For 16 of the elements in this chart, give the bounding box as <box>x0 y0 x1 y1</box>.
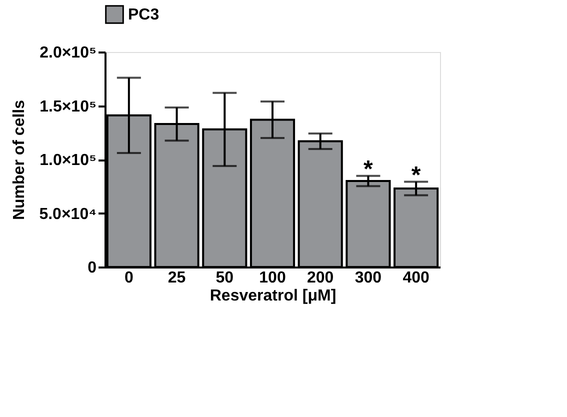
y-tick-label: 5.0×10⁴ <box>39 206 97 223</box>
x-axis-title: Resveratrol [μM] <box>210 288 336 304</box>
x-tick-label: 0 <box>124 270 134 286</box>
x-tick-label: 300 <box>354 270 382 286</box>
y-tick-label: 1.5×10⁵ <box>40 98 96 116</box>
annotation: * <box>364 156 374 183</box>
annotation: * <box>411 162 422 190</box>
x-tick-label: 200 <box>307 270 334 286</box>
y-tick-label: 1.0×10⁵ <box>40 152 96 169</box>
x-tick-label: 25 <box>168 270 186 286</box>
legend-label: PC3 <box>128 6 160 24</box>
y-axis-title: Number of cells <box>11 100 28 220</box>
y-tick-label: 2.0×10⁵ <box>40 44 96 62</box>
x-tick-label: 50 <box>216 270 234 286</box>
x-tick-label: 100 <box>259 270 286 286</box>
x-tick-label: 400 <box>402 270 430 286</box>
